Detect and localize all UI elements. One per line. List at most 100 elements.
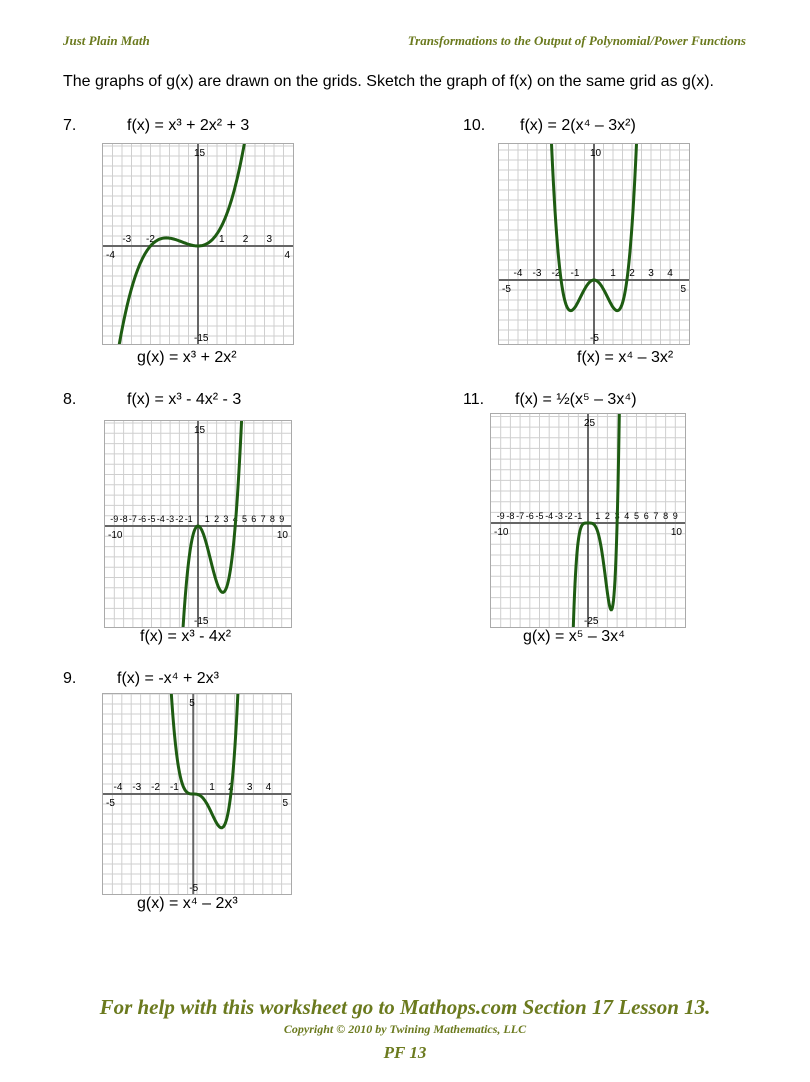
problem-11-graph: -9 -8 -7 -6 -5 -4 -3 -2 -1 1 2 3 4 5 6 7 8 9 -10 10 25 -25 <box>490 413 686 628</box>
function-curve <box>550 144 638 313</box>
x-min-label: -5 <box>106 798 115 809</box>
x-tick-label: -4 <box>157 514 165 524</box>
x-tick-label: -5 <box>535 511 543 521</box>
x-tick-label: -9 <box>110 514 118 524</box>
x-tick-label: 9 <box>279 514 284 524</box>
problem-10-title: f(x) = 2(x⁴ – 3x²) <box>520 117 636 134</box>
y-min-label: -15 <box>194 616 209 627</box>
function-curve <box>169 694 240 830</box>
problem-8-title: f(x) = x³ - 4x² - 3 <box>127 391 242 408</box>
header-left: Just Plain Math <box>63 33 150 48</box>
problem-7-title: f(x) = x³ + 2x² + 3 <box>127 117 250 134</box>
problem-7-number: 7. <box>63 117 77 134</box>
problem-7-caption: g(x) = x³ + 2x² <box>137 349 237 366</box>
problem-11-caption: g(x) = x⁵ – 3x⁴ <box>523 628 625 645</box>
x-tick-label: -7 <box>129 514 137 524</box>
x-tick-label: -3 <box>122 234 131 245</box>
problem-10-svg: -4 -3 -2 -1 1 2 3 4 -5 5 10 -5 <box>499 144 689 344</box>
x-tick-label: 7 <box>653 511 658 521</box>
problem-8-number: 8. <box>63 391 77 408</box>
x-tick-label: 2 <box>605 511 610 521</box>
problem-8-caption: f(x) = x³ - 4x² <box>140 628 232 645</box>
x-tick-label: 9 <box>673 511 678 521</box>
instructions: The graphs of g(x) are drawn on the grid… <box>63 73 714 90</box>
function-curve <box>571 414 621 627</box>
x-tick-label: 4 <box>266 782 272 793</box>
problem-9-graph: -4 -3 -2 -1 1 2 3 4 -5 5 5 -5 <box>102 693 292 895</box>
y-min-label: -5 <box>590 333 599 344</box>
problem-7-graph: -3 -2 1 2 3 -4 4 15 -15 <box>102 143 294 345</box>
x-tick-label: 7 <box>261 514 266 524</box>
x-max-label: 5 <box>680 284 686 295</box>
x-tick-label: -5 <box>147 514 155 524</box>
x-tick-label: 1 <box>209 782 215 793</box>
x-tick-label: 3 <box>223 514 228 524</box>
x-tick-label: -8 <box>506 511 514 521</box>
x-tick-label: 3 <box>267 234 273 245</box>
x-tick-label: 2 <box>243 234 249 245</box>
x-tick-label: -2 <box>175 514 183 524</box>
x-tick-label: -2 <box>151 782 160 793</box>
x-tick-label: -2 <box>146 234 155 245</box>
x-tick-label: -1 <box>571 268 580 279</box>
y-max-label: 15 <box>194 148 206 159</box>
x-tick-label: 8 <box>663 511 668 521</box>
x-max-label: 10 <box>277 530 289 541</box>
x-tick-label: -3 <box>166 514 174 524</box>
problem-9-svg: -4 -3 -2 -1 1 2 3 4-5 55-5 <box>103 694 291 894</box>
x-tick-label: -1 <box>185 514 193 524</box>
x-tick-label: -4 <box>114 782 123 793</box>
y-max-label: 5 <box>189 698 195 709</box>
problem-11-title: f(x) = ½(x⁵ – 3x⁴) <box>515 391 637 408</box>
problem-8-graph: -9 -8 -7 -6 -5 -4 -3 -2 -1 1 2 3 4 5 6 7 8 9 -10 10 15 -15 <box>104 420 292 628</box>
problem-10-number: 10. <box>463 117 486 134</box>
header-right: Transformations to the Output of Polynom… <box>407 33 746 48</box>
y-max-label: 15 <box>194 425 206 436</box>
function-curve <box>181 421 244 627</box>
x-max-label: 10 <box>671 527 683 538</box>
y-min-label: -25 <box>584 616 599 627</box>
x-tick-label: -1 <box>170 782 179 793</box>
x-tick-label: -2 <box>565 511 573 521</box>
x-tick-label: 1 <box>610 268 616 279</box>
x-min-label: -4 <box>106 250 115 261</box>
problem-10-graph: -4 -3 -2 -1 1 2 3 4 -5 5 10 -5 <box>498 143 690 345</box>
x-max-label: 5 <box>282 798 288 809</box>
x-tick-label: 5 <box>634 511 639 521</box>
problem-11-number: 11. <box>463 391 485 408</box>
x-tick-label: 8 <box>270 514 275 524</box>
footer-page-number: PF 13 <box>383 1043 427 1062</box>
x-tick-label: -3 <box>533 268 542 279</box>
y-min-label: -5 <box>189 883 198 894</box>
y-min-label: -15 <box>194 333 209 344</box>
y-max-label: 25 <box>584 418 596 429</box>
x-tick-label: -1 <box>574 511 582 521</box>
function-curve <box>117 144 246 344</box>
x-min-label: -5 <box>502 284 511 295</box>
x-tick-label: 3 <box>247 782 253 793</box>
x-tick-label: 4 <box>667 268 673 279</box>
x-tick-label: 2 <box>629 268 635 279</box>
x-tick-label: 1 <box>219 234 225 245</box>
x-max-label: 4 <box>284 250 290 261</box>
x-tick-label: 1 <box>205 514 210 524</box>
x-tick-label: 4 <box>624 511 629 521</box>
x-min-label: -10 <box>108 530 123 541</box>
x-tick-label: -8 <box>120 514 128 524</box>
x-tick-label: 6 <box>644 511 649 521</box>
problem-10-caption: f(x) = x⁴ – 3x² <box>577 349 674 366</box>
footer-copyright: Copyright © 2010 by Twining Mathematics,… <box>283 1022 527 1036</box>
x-tick-label: 6 <box>251 514 256 524</box>
x-tick-label: -7 <box>516 511 524 521</box>
x-tick-label: -6 <box>526 511 534 521</box>
y-max-label: 10 <box>590 148 602 159</box>
x-tick-label: 5 <box>242 514 247 524</box>
x-tick-label: -6 <box>138 514 146 524</box>
x-tick-label: 2 <box>214 514 219 524</box>
x-tick-label: 1 <box>595 511 600 521</box>
x-tick-label: -9 <box>497 511 505 521</box>
problem-9-number: 9. <box>63 670 77 687</box>
problem-7-svg: -3 -2 1 2 3 -4 4 15 -15 <box>103 144 293 344</box>
footer-help-text: For help with this worksheet go to Matho… <box>99 995 711 1019</box>
